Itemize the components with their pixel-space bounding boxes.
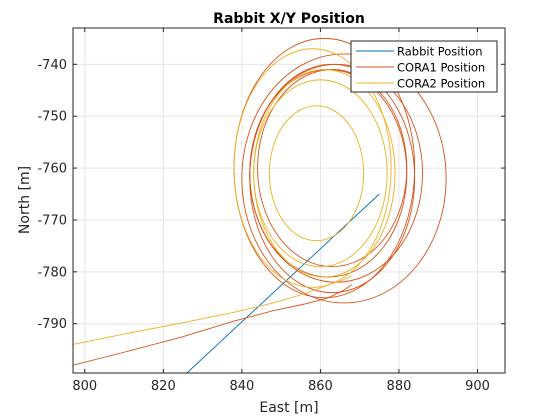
x-tick-label: 820 xyxy=(151,379,176,394)
y-tick-label: -760 xyxy=(37,162,67,177)
y-tick-label: -780 xyxy=(37,265,67,280)
y-axis-label: North [m] xyxy=(17,166,33,234)
x-tick-label: 900 xyxy=(465,379,490,394)
y-tick-label: -750 xyxy=(37,110,67,125)
x-tick-label: 880 xyxy=(387,379,412,394)
x-tick-label: 800 xyxy=(72,379,97,394)
legend-entry-cora2: CORA2 Position xyxy=(397,77,485,91)
legend-entry-cora1: CORA1 Position xyxy=(397,61,485,75)
legend[interactable]: Rabbit Position CORA1 Position CORA2 Pos… xyxy=(351,41,497,92)
x-axis-label: East [m] xyxy=(259,400,318,416)
y-tick-label: -790 xyxy=(37,317,67,332)
y-tick-label: -740 xyxy=(37,58,67,73)
x-tick-label: 860 xyxy=(308,379,333,394)
x-tick-label: 840 xyxy=(229,379,254,394)
y-tick-label: -770 xyxy=(37,213,67,228)
legend-entry-rabbit: Rabbit Position xyxy=(397,45,483,59)
chart-title: Rabbit X/Y Position xyxy=(213,11,365,27)
